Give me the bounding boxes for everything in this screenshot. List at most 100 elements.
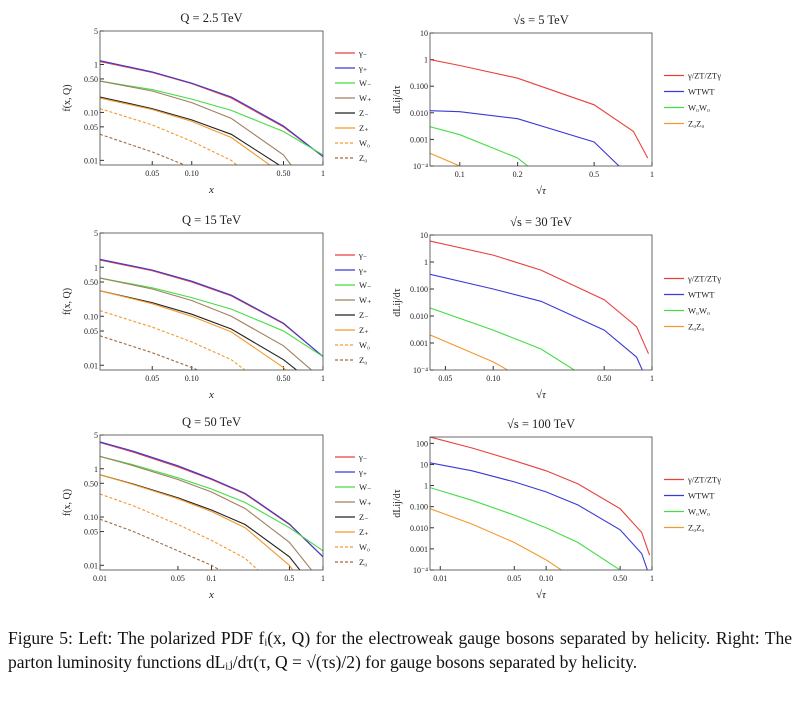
x-tick-label: 0.01	[433, 574, 447, 583]
y-tick-label: 10⁻⁴	[413, 566, 428, 575]
y-tick-label: 0.01	[84, 361, 98, 370]
plot-frame	[429, 32, 653, 167]
x-tick-label: 1	[650, 574, 654, 583]
legend-label: Z₋	[359, 512, 369, 522]
x-tick-label: 0.5	[284, 574, 294, 583]
y-tick-label: 0.10	[84, 108, 98, 117]
x-axis-label: √τ	[536, 589, 547, 601]
y-tick-label: 0.100	[410, 503, 428, 512]
series-line	[430, 437, 651, 556]
series-line	[430, 307, 576, 370]
legend-label: γ₊	[358, 63, 367, 73]
legend-label: Z₀	[359, 557, 367, 567]
series-line	[100, 290, 287, 370]
legend-label: W₊	[359, 497, 372, 507]
legend-label: W₀W₀	[688, 306, 710, 316]
y-tick-label: 10	[420, 460, 428, 469]
series-line	[100, 80, 292, 165]
plot-frame	[99, 232, 324, 371]
legend-label: γ₊	[358, 265, 367, 275]
series-line	[100, 277, 323, 358]
x-tick-label: 0.05	[171, 574, 185, 583]
legend-label: γ/ZT/ZTγ	[687, 475, 721, 485]
legend-label: W₊	[359, 295, 372, 305]
chart-title: Q = 15 TeV	[182, 213, 241, 227]
legend-label: Z₀	[359, 153, 367, 163]
plot-frame	[429, 234, 653, 371]
y-tick-label: 0.010	[410, 109, 428, 118]
y-axis-label: dLij/dτ	[392, 489, 403, 517]
y-tick-label: 0.001	[410, 339, 428, 348]
y-axis-label: f(x, Q)	[62, 84, 73, 111]
y-tick-label: 0.010	[410, 312, 428, 321]
chart-title: Q = 2.5 TeV	[180, 11, 242, 25]
series-line	[430, 462, 648, 570]
x-tick-label: 0.1	[207, 574, 217, 583]
y-tick-label: 0.001	[410, 135, 428, 144]
series-line	[100, 518, 221, 570]
series-line	[100, 441, 323, 558]
y-tick-label: 0.01	[84, 561, 98, 570]
series-line	[100, 61, 323, 158]
y-tick-label: 0.50	[84, 479, 98, 488]
legend-label: Z₀	[359, 355, 367, 365]
y-tick-label: 0.100	[410, 285, 428, 294]
series-line	[100, 60, 323, 158]
x-axis-label: x	[208, 389, 214, 401]
x-axis-label: x	[208, 184, 214, 196]
caption: Figure 5: Left: The polarized PDF fᵢ(x, …	[8, 628, 792, 672]
legend-label: γ₋	[358, 452, 367, 462]
legend-label: W₋	[359, 78, 372, 88]
x-tick-label: 1	[321, 374, 325, 383]
x-tick-label: 0.05	[438, 374, 452, 383]
x-tick-label: 0.50	[276, 374, 290, 383]
series-line	[430, 487, 621, 570]
x-tick-label: 0.50	[276, 169, 290, 178]
chart-title: √s = 5 TeV	[513, 13, 569, 27]
x-tick-label: 1	[650, 374, 654, 383]
legend-label: W₋	[359, 280, 372, 290]
x-axis-label: √τ	[536, 185, 547, 197]
x-tick-label: 0.50	[613, 574, 627, 583]
series-line	[100, 455, 313, 570]
series-line	[430, 59, 649, 159]
legend-label: γ₊	[358, 467, 367, 477]
legend-label: γ₋	[358, 48, 367, 58]
x-tick-label: 0.50	[597, 374, 611, 383]
x-tick-label: 0.05	[507, 574, 521, 583]
legend-label: γ₋	[358, 250, 367, 260]
y-tick-label: 0.010	[410, 524, 428, 533]
y-tick-label: 10	[420, 231, 428, 240]
series-line	[100, 108, 238, 165]
series-line	[100, 290, 298, 370]
y-tick-label: 0.10	[84, 513, 98, 522]
y-tick-label: 5	[94, 431, 98, 440]
x-tick-label: 0.2	[513, 170, 523, 179]
legend-label: WTWT	[688, 290, 715, 300]
series-line	[100, 133, 187, 165]
series-line	[100, 97, 271, 165]
x-tick-label: 1	[650, 170, 654, 179]
series-line	[100, 474, 294, 570]
y-tick-label: 0.50	[84, 75, 98, 84]
series-line	[100, 455, 323, 552]
y-axis-label: f(x, Q)	[62, 489, 73, 516]
y-tick-label: 1	[94, 61, 98, 70]
chart-title: √s = 30 TeV	[510, 215, 572, 229]
x-tick-label: 0.5	[589, 170, 599, 179]
y-tick-label: 1	[94, 263, 98, 272]
legend-label: W₀W₀	[688, 507, 710, 517]
figure: Q = 2.5 TeV x f(x, Q) 0.05 0.10 0.50 1 0.01 0.05…	[62, 11, 721, 601]
y-tick-label: 1	[424, 482, 428, 491]
y-tick-label: 0.05	[84, 327, 98, 336]
series-line	[100, 277, 313, 370]
x-tick-label: 1	[321, 169, 325, 178]
y-tick-label: 5	[94, 27, 98, 36]
y-tick-label: 0.001	[410, 545, 428, 554]
x-tick-label: 0.01	[93, 574, 107, 583]
x-tick-label: 0.10	[539, 574, 553, 583]
plot-frame	[99, 30, 324, 166]
series-line	[430, 334, 509, 370]
chart-title: √s = 100 TeV	[507, 417, 575, 431]
series-line	[100, 441, 323, 558]
